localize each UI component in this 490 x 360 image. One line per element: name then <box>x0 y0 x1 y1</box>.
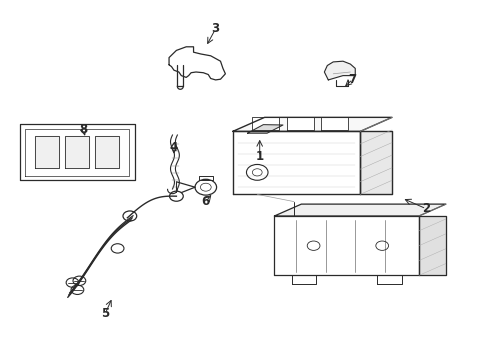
Polygon shape <box>252 117 279 130</box>
Polygon shape <box>419 216 446 275</box>
Text: 4: 4 <box>170 141 178 154</box>
Polygon shape <box>247 125 283 133</box>
Polygon shape <box>377 275 402 284</box>
Text: 5: 5 <box>101 307 109 320</box>
Polygon shape <box>20 124 135 180</box>
Polygon shape <box>274 204 446 216</box>
Polygon shape <box>65 136 89 168</box>
Polygon shape <box>360 131 392 194</box>
Polygon shape <box>324 61 355 80</box>
Text: 1: 1 <box>256 150 264 163</box>
Polygon shape <box>199 176 213 180</box>
Polygon shape <box>321 117 348 130</box>
Text: 8: 8 <box>79 123 87 136</box>
Text: 3: 3 <box>212 22 220 35</box>
Polygon shape <box>233 117 392 131</box>
Text: 7: 7 <box>349 73 357 86</box>
Polygon shape <box>287 117 314 130</box>
Polygon shape <box>292 275 316 284</box>
Polygon shape <box>233 131 360 194</box>
Text: 6: 6 <box>202 195 210 208</box>
Polygon shape <box>274 216 419 275</box>
Polygon shape <box>35 136 59 168</box>
Polygon shape <box>95 136 119 168</box>
Text: 2: 2 <box>422 202 430 215</box>
